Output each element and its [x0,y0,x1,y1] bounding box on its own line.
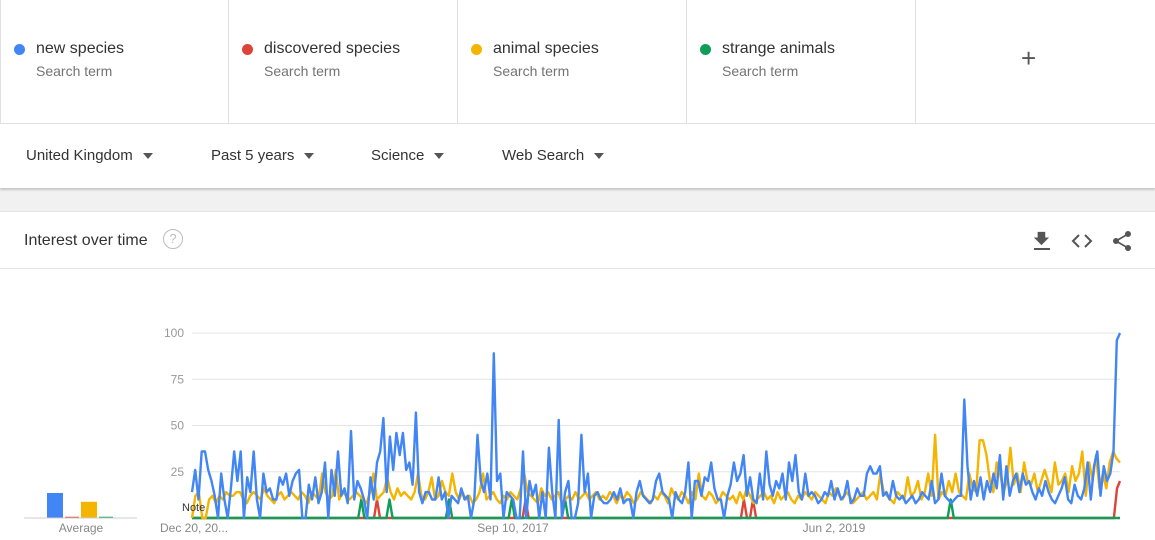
search-term-4[interactable]: strange animals Search term [687,0,916,123]
average-bar [65,516,79,518]
search-term-label: Search term [493,63,570,79]
x-tick-label: Jun 2, 2019 [803,521,866,535]
search-type-dropdown-label: Web Search [502,147,585,164]
search-term-1[interactable]: new species Search term [0,0,229,123]
x-tick-label: Dec 20, 20... [160,521,228,535]
plus-icon[interactable]: + [1021,43,1037,73]
caret-down-icon [142,153,153,160]
series-color-dot [14,44,25,55]
filter-bar: United Kingdom Past 5 years Science Web … [0,123,1155,188]
search-term-2[interactable]: discovered species Search term [229,0,458,123]
category-dropdown[interactable]: Science [371,147,445,164]
series-color-dot [700,44,711,55]
series-color-dot [242,44,253,55]
search-type-dropdown[interactable]: Web Search [502,147,605,164]
interest-over-time-card: Interest over time ? 100 75 50 25 Dec 20, 20… [0,211,1155,540]
card-divider [0,268,1155,269]
category-dropdown-label: Science [371,147,425,164]
region-dropdown-label: United Kingdom [26,147,133,164]
caret-down-icon [594,153,605,160]
search-term-label: Search term [36,63,113,79]
search-term-name[interactable]: discovered species [264,40,401,57]
search-term-name[interactable]: animal species [493,40,599,57]
y-tick-label: 25 [171,465,185,479]
embed-icon[interactable] [1071,230,1093,252]
series-line-new-species [190,332,1122,520]
interest-chart: 100 75 50 25 Dec 20, 20... Sep 10, 2017 Jun 2,… [24,326,1122,535]
average-bar [81,501,97,518]
y-tick-label: 75 [171,372,185,386]
series-color-dot [471,44,482,55]
share-icon[interactable] [1111,230,1133,252]
search-term-label: Search term [722,63,799,79]
search-term-3[interactable]: animal species Search term [458,0,687,123]
time-range-dropdown-label: Past 5 years [211,147,295,164]
help-icon[interactable]: ? [163,229,183,249]
y-tick-label: 100 [164,326,184,340]
average-label: Average [59,521,104,535]
average-bar [47,493,63,518]
series-line-strange-animals [192,498,1120,520]
y-tick-label: 50 [171,419,185,433]
x-tick-label: Sep 10, 2017 [477,521,549,535]
region-dropdown[interactable]: United Kingdom [26,147,153,164]
search-term-label: Search term [264,63,341,79]
caret-down-icon [304,153,315,160]
caret-down-icon [434,153,445,160]
download-icon[interactable] [1031,230,1053,252]
search-term-name[interactable]: new species [36,40,125,57]
average-bar [99,516,113,518]
card-title: Interest over time [24,232,148,249]
search-terms-bar: new species Search term discovered speci… [0,0,1155,123]
time-range-dropdown[interactable]: Past 5 years [211,147,315,164]
note-label: Note [182,502,205,514]
add-comparison-area[interactable]: + [916,0,1155,123]
search-term-name[interactable]: strange animals [722,40,835,57]
